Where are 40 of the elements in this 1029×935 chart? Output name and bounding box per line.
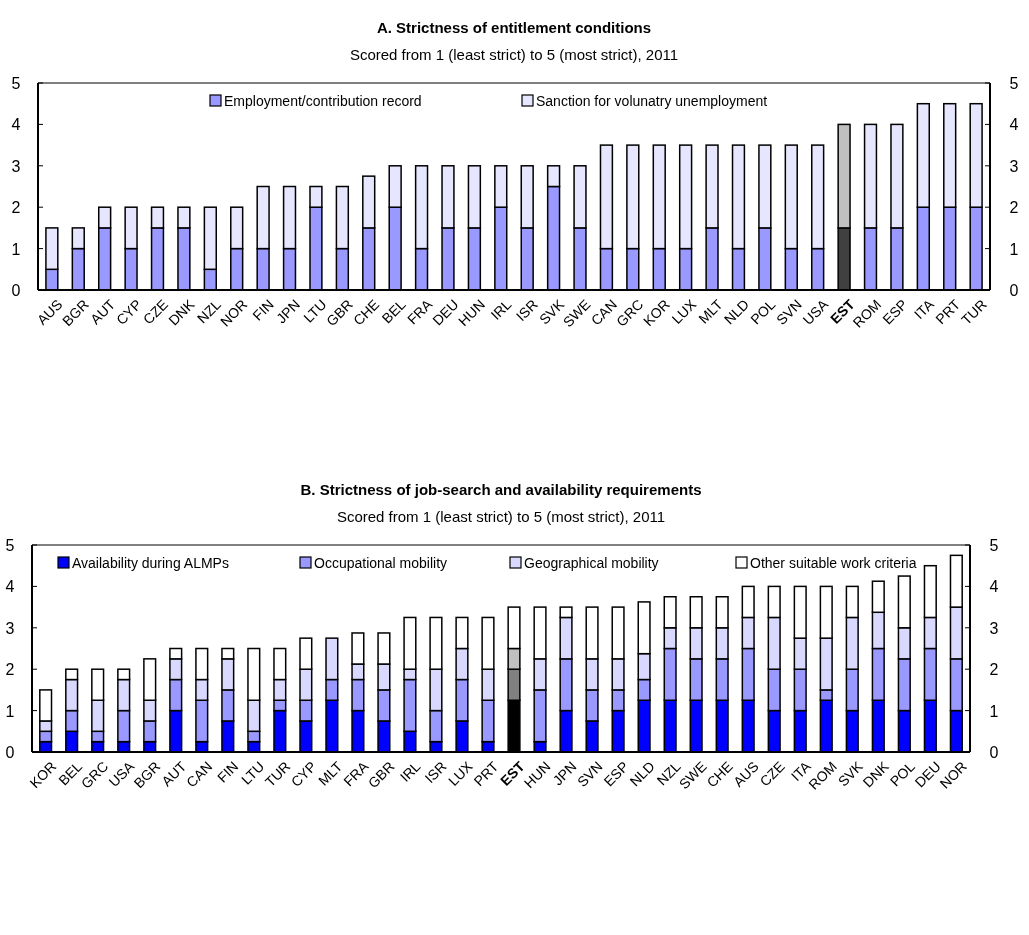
y-tick-label: 3: [11, 157, 21, 175]
x-tick-label: ISR: [512, 296, 541, 325]
y2-tick-label: 1: [1009, 240, 1019, 258]
y-tick-label: 4: [11, 116, 21, 134]
y2-tick-label: 5: [1009, 75, 1019, 92]
x-tick-label: IRL: [487, 296, 515, 323]
y-tick-label: 0: [11, 282, 21, 299]
y2-tick-label: 1: [989, 702, 999, 720]
x-tick-label: FIN: [214, 758, 242, 786]
y-tick-label: 4: [5, 578, 15, 596]
y2-tick-label: 2: [1009, 199, 1019, 217]
y-tick-label: 0: [5, 744, 15, 761]
y2-tick-label: 3: [989, 619, 999, 637]
chart-title: A. Strictness of entitlement conditions: [376, 19, 652, 36]
legend-label: Availability during ALMPs: [72, 555, 229, 571]
y2-tick-label: 3: [1009, 157, 1019, 175]
chart-title: B. Strictness of job-search and availability requirements: [300, 481, 702, 498]
y2-tick-label: 4: [1009, 116, 1019, 134]
y-tick-label: 3: [5, 619, 15, 637]
y2-tick-label: 5: [989, 537, 999, 554]
legend-label: Sanction for volunatry unemployment: [536, 93, 768, 109]
legend-label: Geographical mobility: [524, 555, 659, 571]
y-tick-label: 1: [5, 702, 15, 720]
y-tick-label: 2: [11, 199, 21, 217]
y2-tick-label: 4: [989, 578, 999, 596]
y2-tick-label: 0: [989, 744, 999, 761]
chart-subtitle: Scored from 1 (least strict) to 5 (most strict), 2011: [336, 508, 666, 525]
chart-subtitle: Scored from 1 (least strict) to 5 (most strict), 2011: [349, 46, 679, 63]
y-tick-label: 5: [11, 75, 21, 92]
x-tick-label: IRL: [396, 758, 424, 785]
y-tick-label: 2: [5, 661, 15, 679]
legend-label: Employment/contribution record: [224, 93, 422, 109]
y2-tick-label: 2: [989, 661, 999, 679]
legend-label: Other suitable work criteria: [750, 555, 917, 571]
legend-label: Occupational mobility: [314, 555, 448, 571]
y2-tick-label: 0: [1009, 282, 1019, 299]
x-tick-label: TUR: [958, 296, 990, 328]
y-tick-label: 5: [5, 537, 15, 554]
y-tick-label: 1: [11, 240, 21, 258]
x-tick-label: FIN: [249, 296, 277, 324]
